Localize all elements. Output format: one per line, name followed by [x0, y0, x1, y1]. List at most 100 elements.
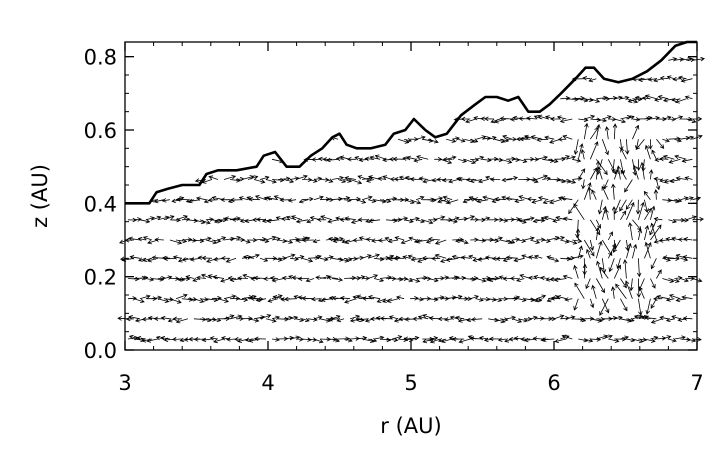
velocity-arrow: [619, 139, 624, 151]
velocity-arrow: [336, 317, 345, 323]
velocity-arrow: [659, 75, 669, 81]
velocity-arrow: [213, 338, 225, 344]
velocity-arrow: [391, 335, 403, 340]
velocity-arrow: [584, 114, 596, 120]
velocity-arrow: [320, 196, 331, 202]
velocity-arrow: [404, 137, 412, 143]
velocity-arrow: [339, 295, 351, 301]
velocity-arrow: [344, 298, 357, 304]
velocity-arrow: [596, 95, 608, 101]
velocity-arrow: [524, 297, 536, 302]
velocity-arrow: [133, 298, 145, 303]
velocity-arrow: [650, 222, 657, 241]
velocity-arrow: [220, 278, 231, 283]
velocity-arrow: [386, 298, 399, 303]
velocity-arrow: [533, 275, 543, 280]
velocity-arrow: [632, 219, 642, 231]
velocity-arrow: [562, 274, 573, 280]
velocity-arrow: [681, 158, 693, 163]
velocity-arrow: [692, 56, 706, 62]
velocity-arrow: [546, 255, 555, 260]
velocity-arrow: [429, 338, 441, 344]
velocity-arrow: [587, 186, 592, 200]
velocity-arrow: [662, 335, 672, 340]
velocity-arrow: [488, 336, 501, 342]
y-tick-label: 0.0: [84, 339, 117, 363]
velocity-arrow: [458, 338, 471, 344]
surface-boundary-line: [125, 40, 697, 205]
velocity-arrow: [607, 243, 617, 259]
velocity-arrow: [344, 176, 357, 181]
velocity-arrow: [482, 136, 491, 141]
velocity-arrow: [601, 258, 607, 274]
velocity-arrow: [350, 256, 358, 261]
velocity-arrow: [536, 155, 549, 160]
velocity-arrow: [199, 236, 212, 242]
velocity-arrow: [562, 134, 573, 140]
velocity-arrow: [668, 57, 678, 62]
velocity-arrow: [285, 215, 297, 221]
velocity-arrow: [620, 278, 627, 289]
velocity-arrow: [476, 278, 487, 283]
velocity-arrow: [271, 315, 281, 320]
velocity-arrow: [344, 256, 353, 262]
velocity-arrow: [532, 218, 543, 224]
velocity-arrow: [648, 169, 654, 180]
velocity-arrow: [671, 97, 681, 102]
velocity-arrow: [392, 276, 404, 282]
velocity-arrow: [352, 295, 363, 300]
velocity-arrow: [584, 316, 595, 321]
velocity-arrow: [686, 215, 697, 221]
velocity-arrow: [259, 257, 269, 262]
velocity-arrow: [442, 157, 453, 162]
velocity-arrow: [175, 318, 189, 324]
velocity-arrow: [674, 138, 682, 143]
velocity-arrow: [582, 76, 591, 81]
velocity-arrow: [476, 217, 486, 223]
velocity-arrow: [431, 256, 441, 261]
velocity-arrow: [187, 238, 198, 243]
velocity-arrow: [519, 136, 531, 142]
velocity-arrow: [584, 338, 594, 343]
velocity-arrow: [595, 123, 601, 140]
velocity-arrow: [668, 218, 677, 224]
velocity-arrow: [208, 175, 219, 180]
velocity-arrow: [514, 198, 525, 204]
velocity-arrow: [422, 138, 434, 143]
velocity-arrow: [388, 315, 399, 320]
velocity-arrow: [649, 219, 657, 236]
velocity-arrow: [493, 118, 507, 124]
velocity-arrow: [283, 335, 295, 341]
velocity-arrow: [283, 296, 297, 302]
velocity-arrow: [205, 217, 214, 222]
velocity-arrow: [458, 275, 467, 281]
velocity-arrow: [604, 126, 610, 140]
velocity-arrow: [227, 275, 237, 281]
velocity-arrow: [223, 294, 237, 300]
velocity-arrow: [344, 338, 353, 343]
velocity-arrow: [452, 216, 460, 221]
velocity-arrow: [416, 275, 428, 281]
velocity-arrow: [265, 318, 277, 323]
velocity-arrow: [153, 316, 164, 321]
velocity-arrow: [267, 298, 279, 303]
velocity-arrow: [607, 231, 613, 241]
velocity-arrow: [590, 318, 603, 323]
velocity-arrow: [548, 316, 557, 322]
velocity-arrow: [499, 116, 513, 121]
velocity-arrow: [666, 75, 675, 80]
velocity-arrow: [542, 176, 552, 182]
velocity-arrow: [506, 137, 518, 142]
velocity-arrow: [559, 118, 573, 124]
velocity-arrow: [674, 198, 683, 203]
velocity-arrow: [457, 176, 471, 182]
y-axis-label: z (AU): [28, 164, 52, 228]
velocity-arrow: [434, 253, 447, 259]
velocity-arrow: [506, 175, 519, 181]
velocity-arrow: [610, 286, 616, 299]
velocity-arrow: [128, 315, 140, 320]
velocity-arrow: [655, 179, 661, 191]
y-tick-label: 0.6: [84, 119, 117, 143]
velocity-arrow: [616, 258, 621, 270]
velocity-arrow: [133, 217, 142, 222]
